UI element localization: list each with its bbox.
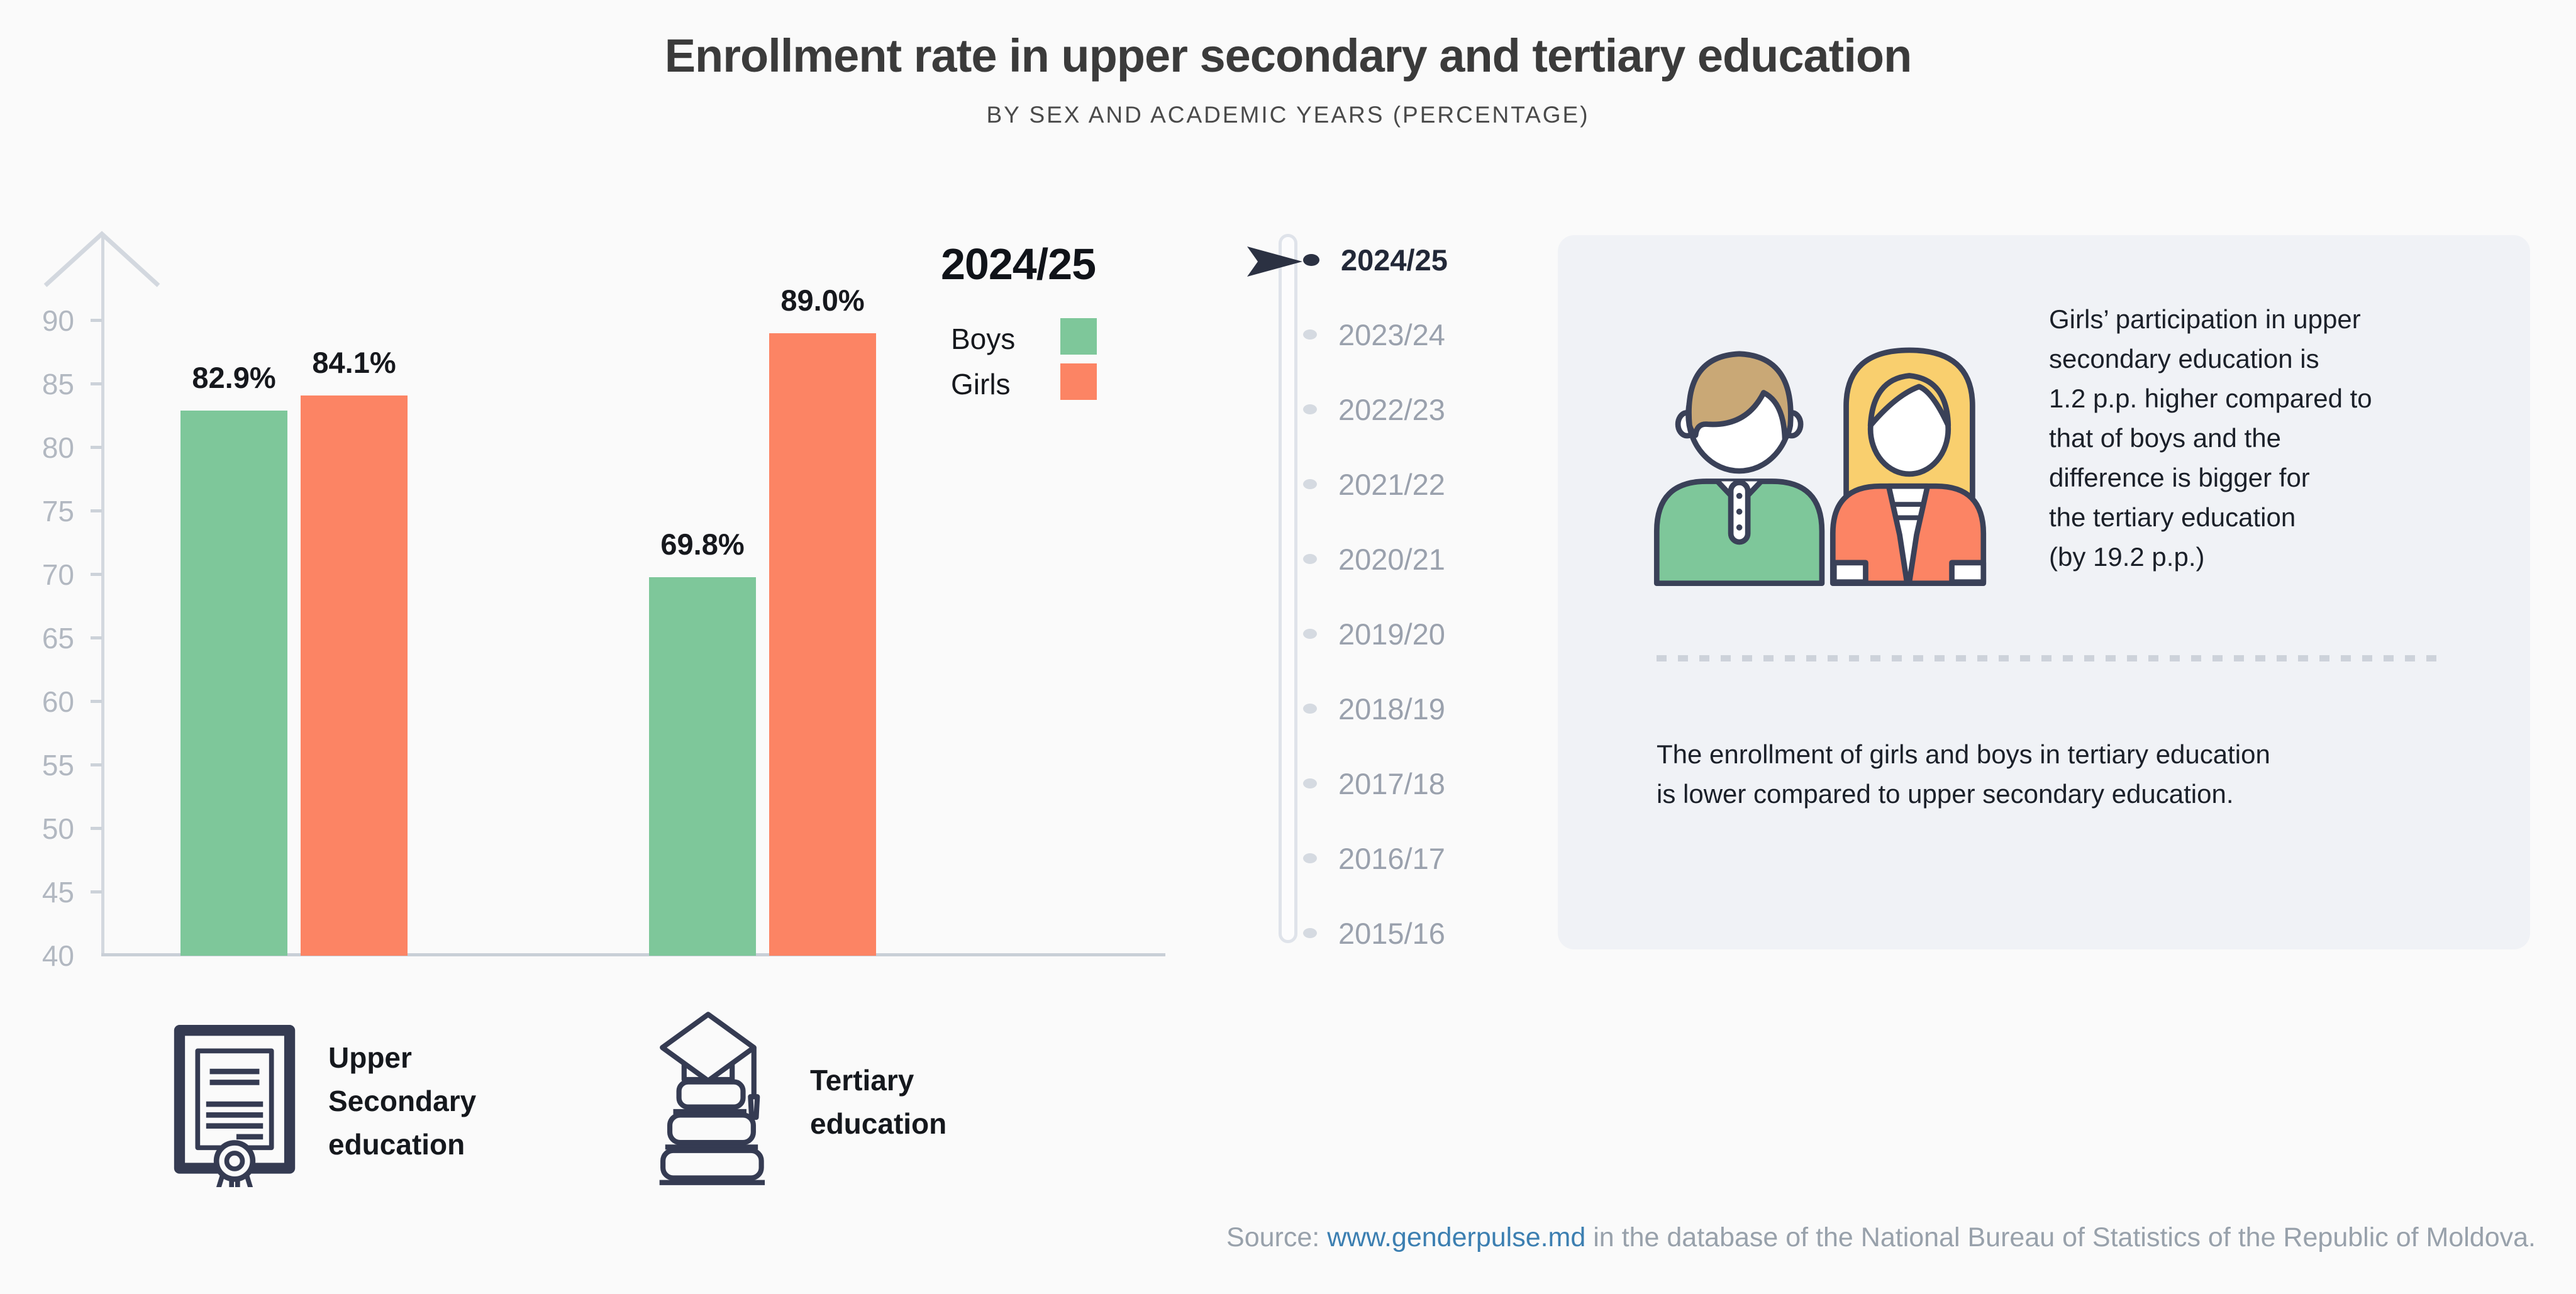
bar-value-girls-upper-secondary-education: 84.1% bbox=[312, 346, 396, 379]
y-axis-label-70: 70 bbox=[42, 558, 74, 591]
bar-boys-upper-secondary-education bbox=[180, 411, 287, 956]
bar-boys-tertiary-education bbox=[649, 577, 756, 956]
timeline-year-2020-21[interactable]: 2020/21 bbox=[1303, 538, 1445, 580]
source-suffix: in the database of the National Bureau o… bbox=[1585, 1222, 2536, 1253]
y-axis-label-50: 50 bbox=[42, 812, 74, 845]
timeline-year-2024-25[interactable]: 2024/25 bbox=[1303, 238, 1448, 281]
timeline-year-label: 2022/23 bbox=[1338, 392, 1445, 426]
category-label-upper-secondary: Upper Secondary education bbox=[328, 1041, 477, 1161]
timeline-year-label: 2020/21 bbox=[1338, 542, 1445, 576]
y-axis-tick bbox=[91, 573, 102, 576]
page-subtitle: BY SEX AND ACADEMIC YEARS (PERCENTAGE) bbox=[986, 102, 1590, 128]
timeline-year-2018-19[interactable]: 2018/19 bbox=[1303, 687, 1445, 730]
timeline-year-label: 2017/18 bbox=[1338, 766, 1445, 800]
insight-paragraph-2: The enrollment of girls and boys in tert… bbox=[1657, 739, 2270, 809]
timeline-year-2015-16[interactable]: 2015/16 bbox=[1303, 912, 1445, 954]
category-label-tertiary: Tertiary education bbox=[810, 1064, 947, 1140]
certificate-icon bbox=[174, 1025, 296, 1187]
timeline-year-2019-20[interactable]: 2019/20 bbox=[1303, 612, 1445, 655]
y-axis-tick bbox=[91, 446, 102, 449]
y-axis-tick bbox=[91, 890, 102, 893]
y-axis-tick bbox=[91, 763, 102, 766]
bar-girls-upper-secondary-education bbox=[301, 395, 408, 956]
bar-value-boys-tertiary-education: 69.8% bbox=[660, 528, 745, 561]
timeline-dot bbox=[1303, 554, 1317, 564]
legend-label-girls: Girls bbox=[951, 368, 1011, 401]
timeline-year-2016-17[interactable]: 2016/17 bbox=[1303, 837, 1445, 880]
timeline-dot bbox=[1303, 853, 1317, 863]
timeline-dot bbox=[1303, 629, 1317, 639]
y-axis-label-75: 75 bbox=[42, 495, 74, 528]
page-title: Enrollment rate in upper secondary and t… bbox=[664, 30, 1913, 82]
y-axis-label-80: 80 bbox=[42, 431, 74, 464]
y-axis-tick bbox=[91, 382, 102, 385]
timeline-year-label: 2021/22 bbox=[1338, 467, 1445, 501]
legend-academic-year: 2024/25 bbox=[941, 240, 1096, 289]
y-axis-label-65: 65 bbox=[42, 622, 74, 655]
source-prefix: Source: bbox=[1226, 1222, 1328, 1253]
bar-value-boys-upper-secondary-education: 82.9% bbox=[192, 361, 276, 394]
timeline-dot bbox=[1303, 479, 1317, 489]
y-axis-label-60: 60 bbox=[42, 685, 74, 718]
timeline-dot bbox=[1303, 704, 1317, 714]
timeline-year-2023-24[interactable]: 2023/24 bbox=[1303, 313, 1445, 356]
y-axis-tick bbox=[91, 319, 102, 322]
timeline-dot bbox=[1303, 404, 1317, 414]
timeline-year-label: 2023/24 bbox=[1338, 318, 1445, 351]
timeline-dot bbox=[1303, 329, 1317, 340]
timeline-dot bbox=[1303, 928, 1317, 938]
panel-dashed-divider bbox=[1657, 655, 2436, 661]
timeline-track bbox=[1279, 234, 1297, 943]
y-axis-label-55: 55 bbox=[42, 749, 74, 782]
bar-value-girls-tertiary-education: 89.0% bbox=[780, 284, 865, 317]
timeline-year-label: 2015/16 bbox=[1338, 916, 1445, 950]
timeline-year-label: 2024/25 bbox=[1341, 243, 1448, 277]
y-axis-tick bbox=[91, 700, 102, 703]
timeline-year-label: 2016/17 bbox=[1338, 841, 1445, 875]
legend-swatch-boys bbox=[1060, 318, 1097, 355]
x-axis-line bbox=[101, 953, 1165, 956]
legend-label-boys: Boys bbox=[951, 323, 1016, 355]
y-axis-tick bbox=[91, 509, 102, 512]
boy-girl-illustration bbox=[1653, 347, 1987, 587]
legend-swatch-girls bbox=[1060, 363, 1097, 400]
timeline-year-2021-22[interactable]: 2021/22 bbox=[1303, 463, 1445, 506]
timeline-year-label: 2019/20 bbox=[1338, 617, 1445, 651]
timeline-dot bbox=[1303, 253, 1319, 266]
y-axis-arrow-icon bbox=[43, 231, 160, 287]
bar-chart bbox=[0, 226, 1195, 962]
timeline-year-label: 2018/19 bbox=[1338, 692, 1445, 726]
y-axis-tick bbox=[91, 827, 102, 830]
timeline-year-2022-23[interactable]: 2022/23 bbox=[1303, 388, 1445, 431]
insight-paragraph-1: Girls’ participation in upper secondary … bbox=[2049, 304, 2372, 572]
timeline-year-2017-18[interactable]: 2017/18 bbox=[1303, 762, 1445, 805]
y-axis-label-85: 85 bbox=[42, 368, 74, 401]
timeline-dot bbox=[1303, 778, 1317, 788]
timeline-arrow-icon bbox=[1247, 246, 1302, 277]
y-axis-line bbox=[101, 236, 104, 956]
bar-girls-tertiary-education bbox=[769, 333, 876, 956]
insight-panel bbox=[1558, 235, 2530, 949]
source-line: Source: www.genderpulse.md in the databa… bbox=[1226, 1222, 2536, 1253]
y-axis-label-90: 90 bbox=[42, 304, 74, 337]
graduation-cap-books-icon bbox=[659, 1012, 765, 1185]
source-link[interactable]: www.genderpulse.md bbox=[1327, 1222, 1586, 1253]
y-axis-label-40: 40 bbox=[42, 939, 74, 972]
y-axis-label-45: 45 bbox=[42, 876, 74, 909]
y-axis-tick bbox=[91, 636, 102, 639]
